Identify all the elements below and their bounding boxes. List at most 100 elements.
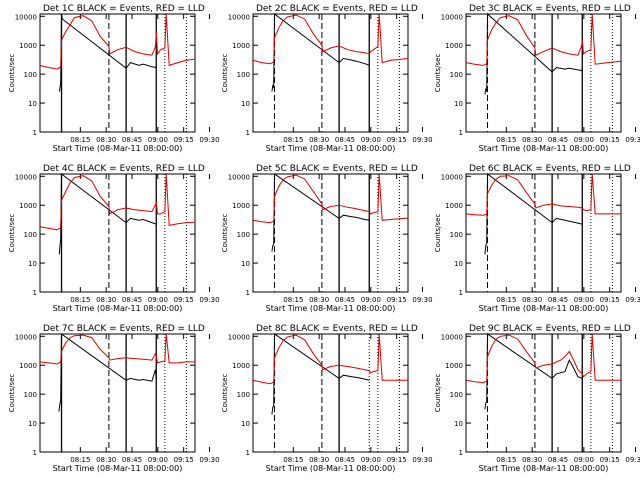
y-tick-label: 100	[24, 231, 37, 239]
series-events-black	[271, 333, 370, 415]
series-lld-red	[465, 13, 622, 66]
panel-title: Det 2C BLACK = Events, RED = LLD	[256, 4, 418, 14]
plot-frame	[39, 173, 196, 293]
series-events-black	[484, 12, 583, 95]
plot-frame	[465, 173, 622, 293]
y-axis-label: Counts/sec	[221, 374, 229, 413]
panel-title: Det 1C BLACK = Events, RED = LLD	[43, 4, 205, 14]
series-events-black	[484, 333, 583, 410]
y-tick-label: 10000	[441, 13, 463, 21]
y-axis-label: Counts/sec	[434, 214, 442, 253]
y-axis-label: Counts/sec	[434, 374, 442, 413]
series-lld-red	[252, 13, 409, 65]
y-tick-label: 1	[459, 289, 463, 297]
x-axis-label: Start Time (08-Mar-11 08:00:00)	[266, 464, 396, 473]
y-tick-label: 10	[28, 420, 37, 428]
y-tick-label: 10000	[441, 333, 463, 341]
plot-frame	[465, 333, 622, 453]
x-tick-label: 08:15	[496, 136, 516, 144]
panel-title: Det 3C BLACK = Events, RED = LLD	[469, 4, 631, 14]
x-tick-label: 08:45	[122, 456, 142, 464]
x-axis-label: Start Time (08-Mar-11 08:00:00)	[266, 144, 396, 153]
y-tick-label: 10000	[228, 333, 250, 341]
x-tick-label: 09:15	[600, 136, 620, 144]
panel-3: Det 3C BLACK = Events, RED = LLD 1 10 100 10…	[434, 4, 640, 153]
x-tick-label: 08:15	[283, 136, 303, 144]
y-axis-label: Counts/sec	[221, 54, 229, 93]
panel-title: Det 8C BLACK = Events, RED = LLD	[256, 324, 418, 334]
x-tick-label: 08:45	[335, 456, 355, 464]
panel-title: Det 5C BLACK = Events, RED = LLD	[256, 164, 418, 174]
y-tick-label: 1000	[232, 42, 250, 50]
y-tick-label: 100	[24, 391, 37, 399]
panel-1: Det 1C BLACK = Events, RED = LLD 1 10 100 10…	[8, 4, 220, 153]
y-tick-label: 1000	[445, 362, 463, 370]
y-tick-label: 10000	[15, 13, 37, 21]
panel-8: Det 8C BLACK = Events, RED = LLD 1 10 100 10…	[221, 324, 433, 473]
x-tick-label: 08:15	[283, 296, 303, 304]
series-lld-red	[465, 173, 621, 216]
y-tick-label: 10	[241, 100, 250, 108]
y-tick-label: 10000	[441, 173, 463, 181]
x-tick-label: 08:30	[96, 456, 116, 464]
x-tick-label: 08:45	[335, 136, 355, 144]
x-tick-label: 09:30	[412, 296, 432, 304]
panel-9: Det 9C BLACK = Events, RED = LLD 1 10 100 10…	[434, 324, 640, 473]
series-events-black	[58, 173, 157, 255]
x-tick-label: 09:00	[574, 456, 594, 464]
x-tick-label: 09:30	[625, 296, 640, 304]
x-tick-label: 09:00	[361, 136, 381, 144]
series-events-black	[271, 13, 370, 92]
series-lld-red	[39, 333, 195, 365]
x-tick-label: 08:30	[309, 456, 329, 464]
series-events-black	[484, 173, 583, 255]
panel-4: Det 4C BLACK = Events, RED = LLD 1 10 100 10…	[8, 164, 220, 313]
y-tick-label: 10000	[228, 173, 250, 181]
y-tick-label: 1	[33, 289, 37, 297]
x-axis-label: Start Time (08-Mar-11 08:00:00)	[53, 304, 183, 313]
x-tick-label: 08:30	[309, 136, 329, 144]
y-tick-label: 1	[459, 449, 463, 457]
y-tick-label: 10	[454, 260, 463, 268]
x-axis-label: Start Time (08-Mar-11 08:00:00)	[479, 464, 609, 473]
panel-7: Det 7C BLACK = Events, RED = LLD 1 10 100 10…	[8, 324, 220, 473]
x-tick-label: 09:15	[387, 296, 407, 304]
x-tick-label: 08:30	[309, 296, 329, 304]
series-events-black	[58, 13, 157, 92]
x-tick-label: 09:30	[412, 456, 432, 464]
y-tick-label: 10	[454, 100, 463, 108]
x-tick-label: 09:30	[625, 456, 640, 464]
y-tick-label: 1	[246, 289, 250, 297]
x-tick-label: 09:15	[174, 296, 194, 304]
x-tick-label: 09:00	[148, 456, 168, 464]
y-tick-label: 100	[24, 71, 37, 79]
y-axis-label: Counts/sec	[8, 374, 16, 413]
x-tick-label: 08:30	[522, 296, 542, 304]
x-tick-label: 08:45	[548, 136, 568, 144]
y-axis-label: Counts/sec	[8, 214, 16, 253]
x-tick-label: 09:00	[574, 296, 594, 304]
panel-title: Det 9C BLACK = Events, RED = LLD	[469, 324, 631, 334]
y-tick-label: 100	[237, 231, 250, 239]
y-axis-label: Counts/sec	[8, 54, 16, 93]
x-tick-label: 08:30	[96, 296, 116, 304]
y-tick-label: 1000	[19, 42, 37, 50]
x-axis-label: Start Time (08-Mar-11 08:00:00)	[53, 144, 183, 153]
y-tick-label: 10	[28, 260, 37, 268]
series-lld-red	[39, 13, 196, 70]
x-tick-label: 08:30	[522, 136, 542, 144]
plot-frame	[465, 13, 622, 133]
panel-title: Det 7C BLACK = Events, RED = LLD	[43, 324, 205, 334]
y-tick-label: 1	[33, 129, 37, 137]
y-tick-label: 10	[241, 420, 250, 428]
x-axis-label: Start Time (08-Mar-11 08:00:00)	[479, 144, 609, 153]
panel-6: Det 6C BLACK = Events, RED = LLD 1 10 100 10…	[434, 164, 640, 313]
series-lld-red	[252, 333, 408, 385]
plot-frame	[39, 13, 196, 133]
series-lld-red	[252, 173, 409, 224]
y-axis-label: Counts/sec	[221, 214, 229, 253]
x-tick-label: 08:45	[122, 136, 142, 144]
x-axis-label: Start Time (08-Mar-11 08:00:00)	[266, 304, 396, 313]
y-tick-label: 100	[450, 231, 463, 239]
y-tick-label: 10000	[15, 333, 37, 341]
